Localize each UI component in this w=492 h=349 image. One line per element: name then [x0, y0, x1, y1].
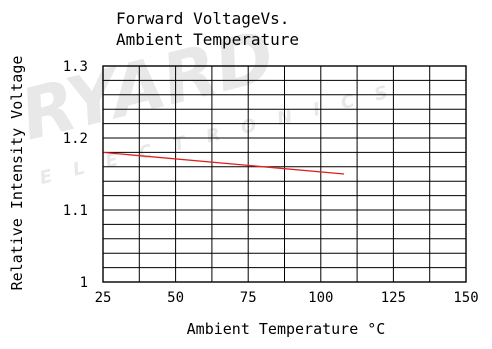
y-tick-labels: 1 1.1 1.2 1.3 [63, 59, 88, 291]
x-tick-label-50: 50 [167, 290, 184, 306]
x-tick-label-100: 100 [308, 290, 333, 306]
y-tick-label-1.2: 1.2 [63, 131, 88, 147]
x-tick-label-150: 150 [453, 290, 478, 306]
x-tick-label-75: 75 [240, 290, 257, 306]
plot-frame [102, 65, 467, 283]
chart-title-line-2: Ambient Temperature [116, 30, 299, 49]
series-line-0 [102, 151, 345, 175]
series-layer [102, 151, 345, 175]
chart-title-line-1: Forward VoltageVs. [116, 9, 289, 28]
x-tick-labels: 25 50 75 100 125 150 [95, 290, 479, 306]
x-tick-label-25: 25 [95, 290, 112, 306]
x-axis-label: Ambient Temperature °C [187, 320, 386, 338]
y-tick-label-1.3: 1.3 [63, 59, 88, 75]
y-axis-label: Relative Intensity Voltage [8, 56, 26, 291]
y-tick-label-1: 1 [80, 275, 88, 291]
y-tick-label-1.1: 1.1 [63, 203, 88, 219]
x-tick-label-125: 125 [381, 290, 406, 306]
